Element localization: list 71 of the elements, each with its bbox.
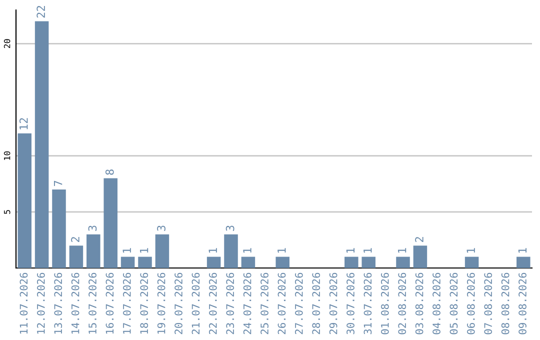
bar [516, 256, 530, 268]
x-tick-label: 05.08.2026 [450, 272, 458, 334]
data-label: 1 [140, 248, 148, 253]
x-tick-label: 11.07.2026 [20, 272, 28, 334]
bar [138, 256, 152, 268]
x-tick-label: 13.07.2026 [54, 272, 62, 334]
x-tick-label: 28.07.2026 [312, 272, 320, 334]
x-tick-label: 03.08.2026 [415, 272, 424, 334]
bar [69, 246, 84, 268]
x-tick-label: 15.07.2026 [88, 272, 96, 334]
x-tick-label: 22.07.2026 [208, 272, 217, 334]
bar [120, 256, 135, 268]
x-tick-label: 16.07.2026 [106, 272, 114, 334]
bar [52, 189, 66, 268]
x-tick-label: 21.07.2026 [192, 272, 200, 334]
bar [86, 234, 100, 268]
bar [344, 256, 358, 268]
x-tick-label: 06.08.2026 [466, 272, 475, 334]
data-label: 22 [36, 6, 45, 18]
data-label: 1 [398, 248, 406, 253]
y-tick-label: 20 [4, 39, 10, 48]
bar [104, 178, 118, 268]
x-tick-label: 27.07.2026 [294, 272, 303, 334]
y-tick-label: 10 [4, 151, 10, 160]
bar [362, 256, 376, 268]
x-tick-label: 29.07.2026 [329, 272, 338, 334]
x-tick-label: 18.07.2026 [140, 272, 148, 334]
bar [276, 256, 290, 268]
data-label: 7 [54, 180, 62, 186]
data-label: 1 [278, 248, 286, 253]
x-tick-label: 01.08.2026 [380, 272, 389, 334]
data-label: 12 [19, 118, 28, 130]
data-label: 1 [208, 248, 217, 253]
y-tick-label: 5 [4, 210, 10, 214]
x-tick-label: 23.07.2026 [226, 272, 234, 334]
data-label: 2 [71, 237, 80, 242]
data-label: 1 [364, 248, 372, 253]
data-label: 1 [518, 248, 526, 253]
x-tick-label: 02.08.2026 [398, 272, 406, 334]
x-tick-label: 07.08.2026 [484, 272, 492, 334]
data-label: 1 [243, 248, 252, 253]
x-tick-label: 09.08.2026 [518, 272, 526, 334]
data-label: 1 [466, 248, 475, 253]
data-label: 3 [157, 226, 166, 231]
x-tick-label: 19.07.2026 [157, 272, 166, 334]
bar [413, 246, 428, 268]
data-label: 1 [122, 248, 131, 253]
bar [155, 234, 170, 268]
x-tick-label: 20.07.2026 [174, 272, 182, 334]
x-tick-label: 14.07.2026 [71, 272, 80, 334]
data-label: 3 [88, 226, 97, 231]
x-tick-label: 25.07.2026 [260, 272, 268, 334]
bar [396, 256, 410, 268]
data-label: 2 [415, 237, 424, 242]
x-tick-label: 26.07.2026 [278, 272, 286, 334]
x-tick-label: 31.07.2026 [364, 272, 372, 334]
bar [18, 133, 32, 268]
x-tick-label: 17.07.2026 [122, 272, 131, 334]
data-label: 3 [226, 226, 234, 231]
data-label: 8 [105, 170, 114, 175]
x-tick-label: 04.08.2026 [432, 272, 440, 334]
bar [224, 234, 238, 268]
x-tick-label: 30.07.2026 [346, 272, 354, 334]
bar [206, 256, 221, 268]
data-label: 1 [346, 248, 354, 253]
bar [34, 21, 49, 268]
bar [241, 256, 256, 268]
bar [464, 256, 479, 268]
x-tick-label: 08.08.2026 [501, 272, 510, 334]
x-tick-label: 12.07.2026 [36, 272, 45, 334]
x-tick-label: 24.07.2026 [243, 272, 252, 334]
